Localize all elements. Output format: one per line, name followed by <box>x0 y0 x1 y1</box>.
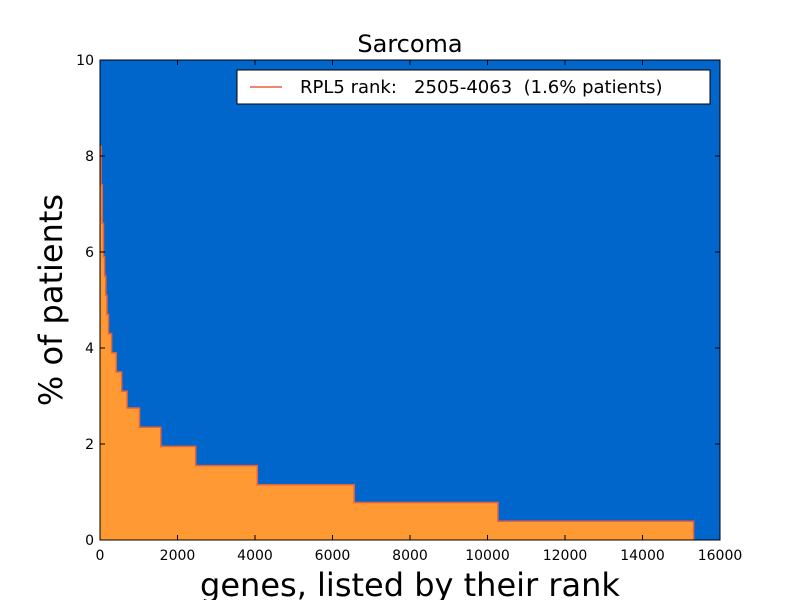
x-tick-label: 12000 <box>543 548 588 564</box>
axis-ticks <box>99 59 721 541</box>
x-tick-label: 14000 <box>620 548 665 564</box>
y-tick-label: 4 <box>85 341 94 357</box>
x-tick-label: 2000 <box>160 548 196 564</box>
legend: RPL5 rank: 2505-4063 (1.6% patients) <box>236 69 711 105</box>
plot-background <box>100 60 720 540</box>
x-tick-label: 6000 <box>315 548 351 564</box>
y-tick-label: 8 <box>85 149 94 165</box>
x-tick-label: 16000 <box>698 548 743 564</box>
x-tick-label: 4000 <box>237 548 273 564</box>
y-tick-label: 10 <box>76 53 94 69</box>
axis-tick-labels: 0 2000 4000 6000 8000 10000 12000 14000 16000 0 2 4… <box>76 53 742 564</box>
chart-title: Sarcoma <box>357 30 462 58</box>
y-tick-label: 0 <box>85 533 94 549</box>
x-tick-label: 0 <box>96 548 105 564</box>
plot-area <box>99 59 721 541</box>
legend-label: RPL5 rank: 2505-4063 (1.6% patients) <box>300 77 663 98</box>
y-axis-label: % of patients <box>32 194 70 406</box>
area-line <box>100 145 695 540</box>
area-fill <box>100 146 694 540</box>
x-tick-label: 10000 <box>465 548 510 564</box>
y-tick-label: 2 <box>85 437 94 453</box>
x-tick-label: 8000 <box>392 548 428 564</box>
legend-box <box>236 69 711 105</box>
x-axis-label: genes, listed by their rank <box>200 566 620 600</box>
y-tick-label: 6 <box>85 245 94 261</box>
